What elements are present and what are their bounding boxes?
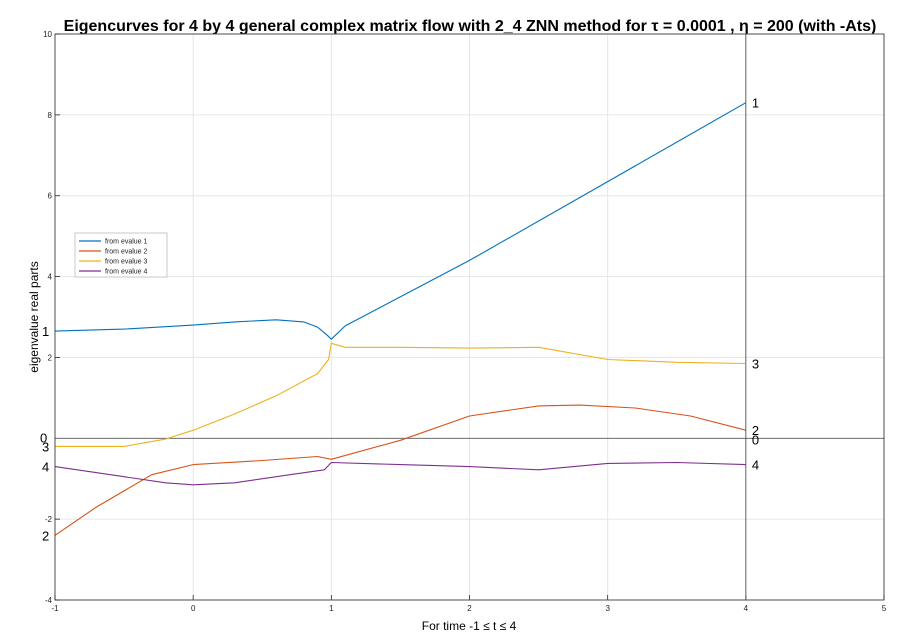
reference-lines [55,34,884,600]
end-label: 0 [752,432,759,447]
y-tick-label: -4 [45,596,53,605]
series-group [54,102,747,536]
series-line-3 [55,342,746,447]
legend-entry-1: from evalue 1 [105,239,148,246]
series-line-1 [54,102,747,340]
start-label: 4 [42,460,49,475]
y-tick-label: 6 [48,192,53,201]
legend-entry-2: from evalue 2 [105,249,148,256]
x-tick-label: 0 [191,604,196,613]
y-tick-label: 2 [48,353,53,362]
plot-frame [54,33,885,601]
x-tick-label: -1 [51,604,59,613]
legend-box [74,232,168,278]
series-line-4 [54,461,746,486]
y-axis-label: eigenvalue real parts [27,261,41,372]
start-label: 3 [42,439,49,454]
x-tick-label: 2 [467,604,472,613]
legend-entry-3: from evalue 3 [105,259,148,266]
x-tick-label: 1 [329,604,334,613]
start-label: 1 [42,324,49,339]
y-tick-label: 4 [48,273,53,282]
y-tick-label: -2 [45,515,53,524]
end-label: 4 [752,458,759,473]
end-label: 1 [752,96,759,111]
y-tick-label: 8 [48,111,53,120]
legend: from evalue 1 from evalue 2 from evalue 3 f… [74,232,168,278]
x-tick-label: 5 [882,604,887,613]
end-label: 3 [752,356,759,371]
x-axis-label: For time -1 ≤ t ≤ 4 [422,619,517,633]
chart-title: Eigencurves for 4 by 4 general complex m… [64,18,877,35]
start-label: 2 [42,528,49,543]
legend-entry-4: from evalue 4 [105,269,148,276]
end-label: 2 [752,423,759,438]
start-label: 0 [40,430,47,445]
x-tick-label: 3 [605,604,610,613]
y-tick-label: 10 [43,30,52,39]
x-tick-label: 4 [744,604,749,613]
series-line-2 [54,404,746,536]
